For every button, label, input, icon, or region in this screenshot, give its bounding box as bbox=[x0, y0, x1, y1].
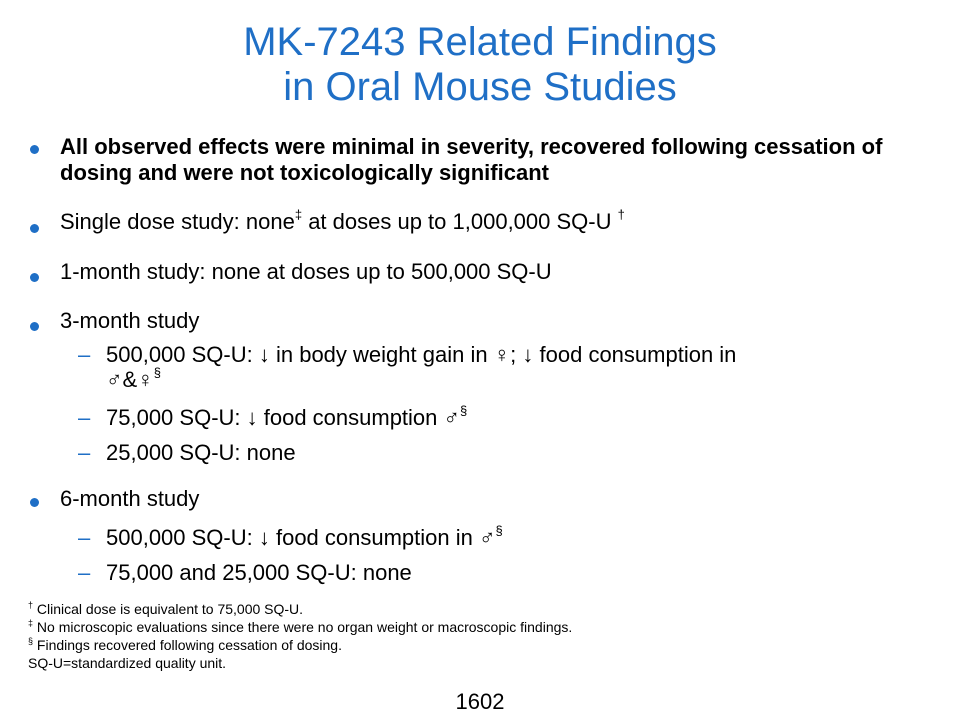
footnote-mark: † bbox=[617, 206, 625, 222]
sub-bullet-3m-25k: 25,000 SQ-U: none bbox=[106, 440, 296, 465]
sub-bullet-3m-500k: 500,000 SQ-U: ↓ in body weight gain in ♀… bbox=[106, 342, 737, 392]
sub-bullet-dash: – bbox=[78, 525, 91, 550]
footnotes: † Clinical dose is equivalent to 75,000 … bbox=[28, 600, 572, 672]
bullet-single-dose: Single dose study: none‡ at doses up to … bbox=[60, 206, 625, 234]
sub-bullet-dash: – bbox=[78, 342, 91, 367]
footnote-mark: ‡ bbox=[294, 206, 303, 222]
sub-bullet-6m-75k-25k: 75,000 and 25,000 SQ-U: none bbox=[106, 560, 412, 585]
sub-bullet-6m-500k: 500,000 SQ-U: ↓ food consumption in ♂§ bbox=[106, 522, 503, 550]
footnote-mark: § bbox=[153, 364, 161, 380]
slide-title: MK-7243 Related Findings in Oral Mouse S… bbox=[0, 20, 960, 110]
sub-bullet-3m-75k: 75,000 SQ-U: ↓ food consumption ♂§ bbox=[106, 402, 468, 430]
bullet-1-month: 1-month study: none at doses up to 500,0… bbox=[60, 259, 552, 284]
sub-bullet-dash: – bbox=[78, 560, 91, 585]
bullet-dot-icon bbox=[30, 322, 39, 331]
bullet-dot-icon bbox=[30, 224, 39, 233]
footnote-microscopic: ‡ No microscopic evaluations since there… bbox=[28, 618, 573, 635]
bullet-dot-icon bbox=[30, 273, 39, 282]
title-line-2: in Oral Mouse Studies bbox=[283, 65, 677, 109]
footnote-clinical-dose: † Clinical dose is equivalent to 75,000 … bbox=[28, 600, 304, 617]
footnote-mark: § bbox=[495, 522, 503, 538]
bullet-summary: All observed effects were minimal in sev… bbox=[60, 134, 883, 185]
footnote-recovered: § Findings recovered following cessation… bbox=[28, 636, 342, 653]
bullet-6-month: 6-month study bbox=[60, 486, 200, 511]
bullet-dot-icon bbox=[30, 145, 39, 154]
bullet-dot-icon bbox=[30, 498, 39, 507]
sub-bullet-dash: – bbox=[78, 405, 91, 430]
footnote-sq-u: SQ-U=standardized quality unit. bbox=[28, 655, 227, 671]
title-line-1: MK-7243 Related Findings bbox=[243, 20, 717, 64]
bullet-3-month: 3-month study bbox=[60, 308, 200, 333]
sub-bullet-dash: – bbox=[78, 440, 91, 465]
footnote-mark: § bbox=[460, 402, 468, 418]
page-number: 1602 bbox=[455, 689, 505, 714]
